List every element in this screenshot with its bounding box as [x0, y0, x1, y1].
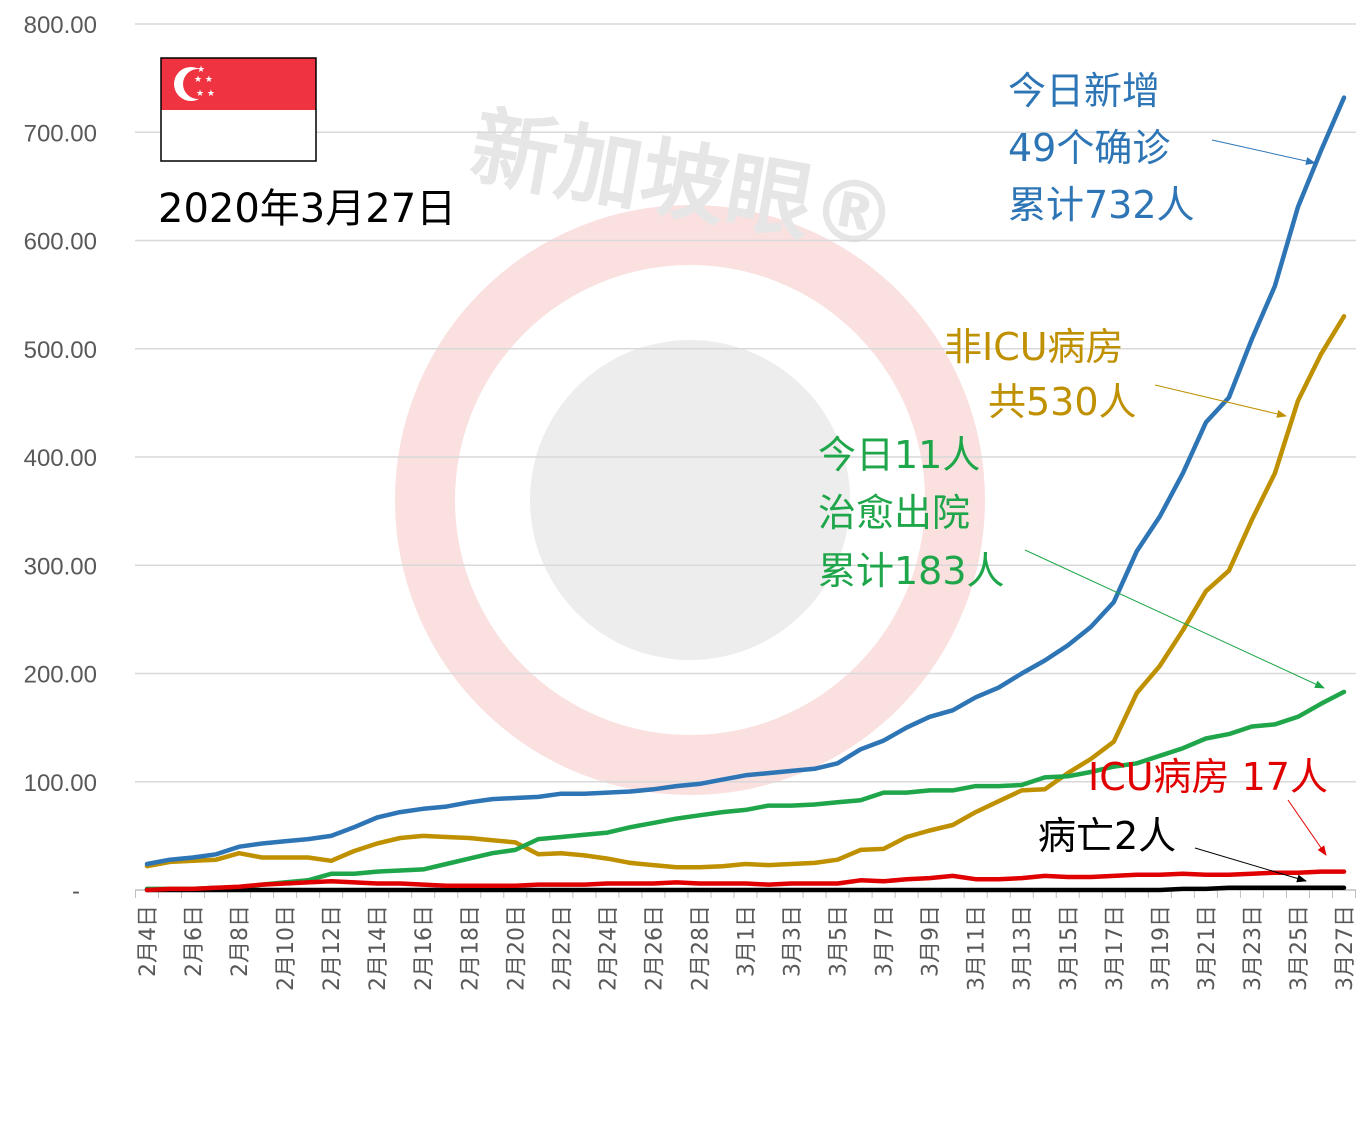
- x-tick-label: 3月11日: [965, 905, 990, 991]
- x-tick-label: 3月17日: [1103, 905, 1128, 991]
- x-tick-label: 2月6日: [182, 905, 207, 977]
- x-tick-label: 3月5日: [827, 905, 852, 977]
- x-tick-label: 3月19日: [1149, 905, 1174, 991]
- series-line-non-icu: [144, 314, 1347, 870]
- annotation-discharged: 今日11人 治愈出院 累计183人: [818, 433, 1005, 593]
- annotation-non-icu-line-2: 共530人: [988, 380, 1137, 424]
- annotation-discharged-line-1: 今日11人: [818, 433, 980, 477]
- y-axis: - 100.00 200.00 300.00 400.00 500.00 600.00 700…: [24, 12, 97, 905]
- x-tick-label: 2月4日: [136, 905, 161, 977]
- x-tick-label: 3月3日: [781, 905, 806, 977]
- flag-stars-2: ★: [197, 65, 205, 75]
- series-line-confirmed: [144, 95, 1347, 867]
- series-line-icu: [144, 869, 1347, 893]
- annotation-confirmed: 今日新增 49个确诊 累计732人: [1008, 69, 1195, 227]
- x-tick-label: 3月7日: [873, 905, 898, 977]
- x-tick-label: 2月14日: [366, 905, 391, 991]
- series-line-deaths: [144, 885, 1347, 893]
- annotation-non-icu-line-1: 非ICU病房: [944, 325, 1124, 369]
- annotation-discharged-line-3: 累计183人: [818, 549, 1005, 593]
- flag-crescent-inner: [183, 69, 213, 99]
- y-tick-label: 100.00: [24, 770, 97, 797]
- flag-border: [160, 57, 317, 162]
- watermark: 新加坡眼®: [395, 97, 985, 795]
- x-axis: 2月4日 2月6日 2月8日 2月10日 2月12日 2月14日 2月16日 2月18日 2月2…: [134, 890, 1358, 991]
- series-lines: [144, 95, 1347, 893]
- watermark-disc: [530, 340, 850, 660]
- x-tick-label: 2月18日: [458, 905, 483, 991]
- x-tick-label: 2月20日: [504, 905, 529, 991]
- y-tick-label: 300.00: [24, 553, 97, 580]
- annotation-icu: ICU病房 17人: [1088, 755, 1328, 799]
- annotation-discharged-line-2: 治愈出院: [818, 491, 970, 535]
- series-line-discharged: [144, 689, 1347, 892]
- flag-stars-3: ★ ★: [196, 89, 215, 99]
- arrow-confirmed: [1211, 139, 1316, 165]
- x-tick-label: 2月16日: [412, 905, 437, 991]
- annotation-non-icu: 非ICU病房 共530人: [944, 325, 1137, 424]
- y-tick-label: 600.00: [24, 229, 97, 256]
- y-tick-label: 700.00: [24, 120, 97, 147]
- y-tick-label: 500.00: [24, 337, 97, 364]
- x-tick-label: 2月8日: [228, 905, 253, 977]
- watermark-ring: [395, 205, 985, 795]
- x-tick-label: 3月15日: [1057, 905, 1082, 991]
- annotation-deaths: 病亡2人: [1038, 814, 1176, 858]
- x-tick-label: 2月10日: [274, 905, 299, 991]
- annotation-confirmed-line-2: 49个确诊: [1008, 126, 1170, 170]
- date-label: 2020年3月27日: [158, 186, 456, 232]
- x-tick-label: 3月25日: [1287, 905, 1312, 991]
- x-tick-label: 2月12日: [320, 905, 345, 991]
- x-tick-label: 3月23日: [1241, 905, 1266, 991]
- annotation-confirmed-line-1: 今日新增: [1008, 69, 1160, 113]
- arrow-non-icu: [1154, 384, 1287, 418]
- y-tick-label: 400.00: [24, 445, 97, 472]
- x-tick-label: 3月21日: [1195, 905, 1220, 991]
- flag-stars: ★ ★: [194, 75, 213, 85]
- y-tick-label: -: [72, 878, 80, 905]
- x-tick-label: 2月26日: [642, 905, 667, 991]
- x-tick-label: 3月13日: [1011, 905, 1036, 991]
- x-tick-label: 2月28日: [688, 905, 713, 991]
- x-tick-label: 2月24日: [596, 905, 621, 991]
- y-tick-label: 800.00: [24, 12, 97, 39]
- x-tick-label: 3月27日: [1333, 905, 1358, 991]
- singapore-flag: ★ ★ ★ ★ ★: [160, 57, 317, 162]
- x-tick-label: 3月9日: [919, 905, 944, 977]
- arrow-icu: [1287, 799, 1327, 856]
- arrow-discharged: [1024, 549, 1325, 689]
- arrow-deaths: [1194, 847, 1307, 883]
- flag-white-band: [161, 110, 316, 161]
- y-tick-label: 200.00: [24, 662, 97, 689]
- x-tick-label: 3月1日: [735, 905, 760, 977]
- annotation-confirmed-line-3: 累计732人: [1008, 183, 1195, 227]
- x-tick-label: 2月22日: [550, 905, 575, 991]
